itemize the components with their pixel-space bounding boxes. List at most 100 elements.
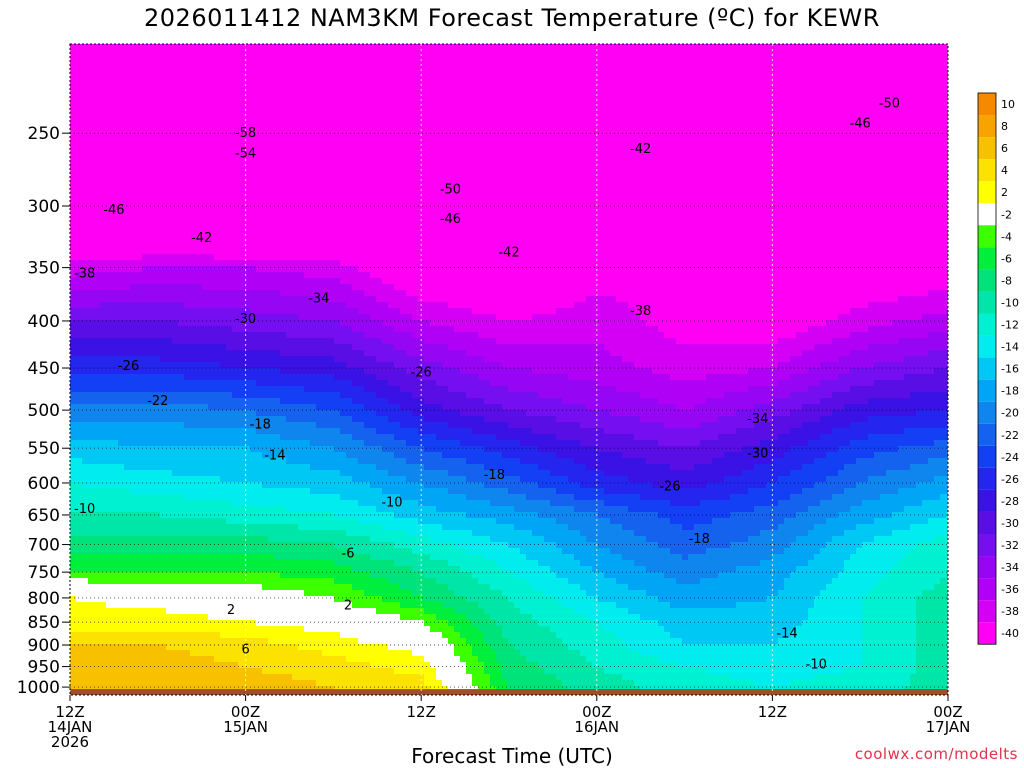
temperature-cell xyxy=(496,140,503,147)
temperature-cell xyxy=(838,116,845,123)
temperature-cell xyxy=(232,230,239,237)
temperature-cell xyxy=(898,86,905,93)
temperature-cell xyxy=(412,50,419,57)
temperature-cell xyxy=(814,164,821,171)
temperature-cell xyxy=(910,62,917,69)
temperature-cell xyxy=(730,140,737,147)
temperature-cell xyxy=(184,230,191,237)
temperature-cell xyxy=(664,212,671,219)
temperature-cell xyxy=(442,80,449,87)
temperature-cell xyxy=(412,74,419,81)
temperature-cell xyxy=(244,134,251,141)
temperature-cell xyxy=(910,122,917,129)
temperature-cell xyxy=(448,116,455,123)
temperature-cell xyxy=(310,212,317,219)
temperature-cell xyxy=(166,134,173,141)
temperature-cell xyxy=(418,44,425,51)
temperature-cell xyxy=(82,206,89,213)
temperature-cell xyxy=(232,152,239,159)
temperature-cell xyxy=(838,92,845,99)
temperature-cell xyxy=(442,110,449,117)
temperature-cell xyxy=(946,44,948,51)
temperature-cell xyxy=(568,188,575,195)
temperature-cell xyxy=(238,188,245,195)
temperature-cell xyxy=(304,158,311,165)
temperature-cell xyxy=(886,182,893,189)
temperature-cell xyxy=(862,56,869,63)
temperature-cell xyxy=(220,212,227,219)
temperature-cell xyxy=(562,128,569,135)
temperature-cell xyxy=(112,44,119,51)
temperature-cell xyxy=(814,98,821,105)
temperature-cell xyxy=(280,104,287,111)
temperature-cell xyxy=(568,170,575,177)
temperature-cell xyxy=(616,188,623,195)
temperature-cell xyxy=(586,56,593,63)
temperature-cell xyxy=(88,116,95,123)
temperature-cell xyxy=(136,74,143,81)
temperature-cell xyxy=(610,200,617,207)
temperature-cell xyxy=(934,218,941,225)
temperature-cell xyxy=(622,104,629,111)
temperature-cell xyxy=(832,200,839,207)
temperature-cell xyxy=(334,206,341,213)
temperature-cell xyxy=(874,224,881,231)
temperature-cell xyxy=(136,122,143,129)
temperature-cell xyxy=(484,62,491,69)
temperature-cell xyxy=(826,164,833,171)
temperature-cell xyxy=(808,56,815,63)
temperature-cell xyxy=(448,56,455,63)
temperature-cell xyxy=(856,176,863,183)
temperature-cell xyxy=(148,116,155,123)
temperature-cell xyxy=(502,158,509,165)
temperature-cell xyxy=(772,62,779,69)
temperature-cell xyxy=(430,50,437,57)
temperature-cell xyxy=(922,134,929,141)
temperature-cell xyxy=(118,158,125,165)
temperature-cell xyxy=(88,242,95,249)
temperature-cell xyxy=(76,122,83,129)
temperature-field xyxy=(70,44,948,695)
temperature-cell xyxy=(868,62,875,69)
temperature-cell xyxy=(910,158,917,165)
temperature-cell xyxy=(898,122,905,129)
temperature-cell xyxy=(598,206,605,213)
temperature-cell xyxy=(784,146,791,153)
temperature-cell xyxy=(784,152,791,159)
temperature-cell xyxy=(184,86,191,93)
temperature-cell xyxy=(892,182,899,189)
temperature-cell xyxy=(616,74,623,81)
temperature-cell xyxy=(298,236,305,243)
temperature-cell xyxy=(850,182,857,189)
temperature-cell xyxy=(700,158,707,165)
temperature-cell xyxy=(628,236,635,243)
temperature-cell xyxy=(778,56,785,63)
temperature-cell xyxy=(154,242,161,249)
temperature-cell xyxy=(826,200,833,207)
temperature-cell xyxy=(532,74,539,81)
temperature-cell xyxy=(862,170,869,177)
temperature-cell xyxy=(766,218,773,225)
temperature-cell xyxy=(556,116,563,123)
temperature-cell xyxy=(706,74,713,81)
temperature-cell xyxy=(742,140,749,147)
temperature-cell xyxy=(322,164,329,171)
temperature-cell xyxy=(364,218,371,225)
temperature-cell xyxy=(310,56,317,63)
temperature-cell xyxy=(352,68,359,75)
temperature-cell xyxy=(748,194,755,201)
temperature-cell xyxy=(694,242,701,249)
temperature-cell xyxy=(856,194,863,201)
temperature-cell xyxy=(556,206,563,213)
temperature-cell xyxy=(502,68,509,75)
temperature-cell xyxy=(820,128,827,135)
temperature-cell xyxy=(448,152,455,159)
temperature-cell xyxy=(946,176,948,183)
temperature-cell xyxy=(940,170,947,177)
temperature-cell xyxy=(748,212,755,219)
temperature-cell xyxy=(742,122,749,129)
temperature-cell xyxy=(412,194,419,201)
temperature-cell xyxy=(568,116,575,123)
temperature-cell xyxy=(430,242,437,249)
temperature-cell xyxy=(424,242,431,249)
